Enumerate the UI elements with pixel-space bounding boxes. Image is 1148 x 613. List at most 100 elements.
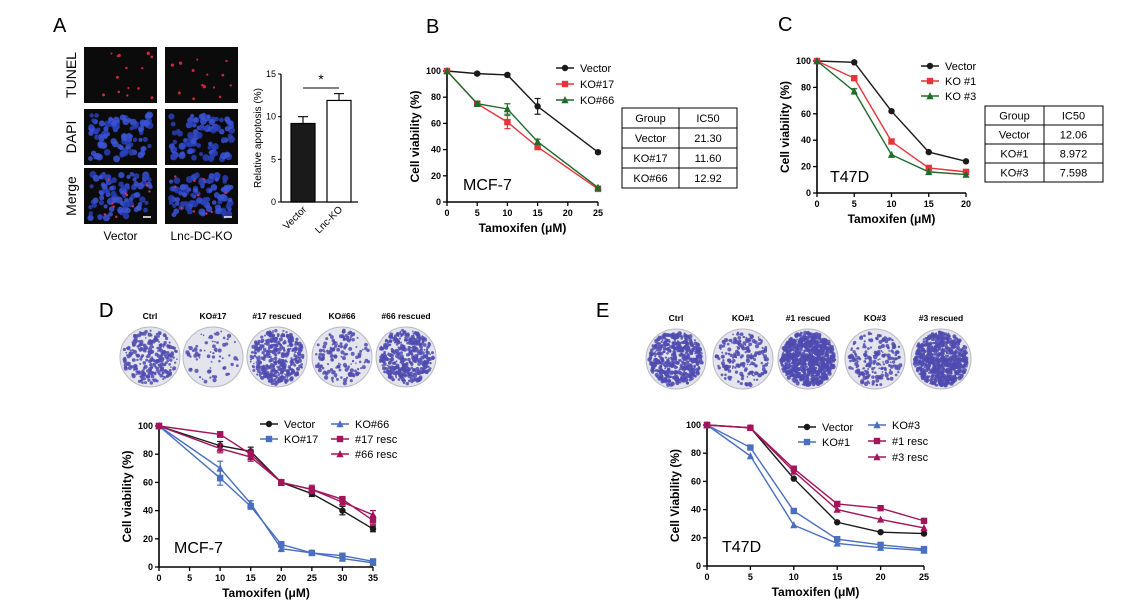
colony: [329, 335, 334, 339]
y-tick-label: 20: [801, 162, 811, 172]
colony: [167, 372, 172, 377]
nucleus: [168, 179, 174, 184]
colony: [947, 334, 950, 338]
colony: [880, 367, 883, 370]
colony: [864, 350, 868, 354]
colony: [698, 356, 703, 361]
colony: [793, 368, 797, 373]
colony: [130, 351, 134, 356]
colony: [212, 378, 217, 383]
colony: [879, 358, 881, 360]
colony: [216, 341, 219, 344]
colony: [686, 348, 690, 352]
tunel-signal: [178, 61, 183, 65]
colony: [935, 332, 938, 335]
colony: [882, 363, 886, 366]
colony: [409, 377, 414, 381]
colony: [670, 381, 675, 387]
colony: [349, 336, 352, 339]
colony: [755, 378, 759, 381]
colony: [134, 334, 139, 338]
colony: [723, 342, 726, 346]
colony: [870, 332, 873, 335]
data-point: [594, 183, 602, 191]
colony: [140, 331, 144, 336]
colony: [923, 366, 926, 369]
colony: [683, 344, 688, 349]
series--3-resc: [703, 421, 928, 532]
nucleus: [193, 172, 200, 179]
colony: [663, 344, 667, 347]
nucleus: [88, 204, 93, 210]
nucleus: [180, 201, 186, 207]
colony: [381, 364, 384, 367]
colony: [930, 350, 933, 353]
colony: [830, 367, 833, 370]
colony: [751, 371, 754, 374]
data-point: [920, 517, 928, 525]
nucleus: [135, 205, 141, 211]
colony: [282, 362, 287, 368]
nucleus: [220, 209, 227, 216]
colony: [792, 360, 796, 364]
colony: [390, 335, 394, 339]
colony: [718, 347, 721, 349]
x-tick-label: 0: [444, 208, 449, 218]
x-tick-label: 30: [337, 573, 347, 583]
colony: [408, 350, 413, 355]
colony: [724, 373, 727, 377]
colony: [918, 346, 921, 349]
colony: [735, 339, 738, 342]
colony: [797, 381, 800, 384]
data-point: [474, 70, 481, 77]
nucleus: [91, 118, 96, 123]
nucleus: [172, 146, 178, 152]
colony: [300, 366, 303, 369]
colony: [688, 338, 693, 343]
colony: [695, 371, 700, 376]
colony: [949, 358, 952, 361]
colony: [149, 362, 153, 367]
colony: [198, 356, 201, 359]
colony: [938, 381, 942, 385]
micrograph-merge-lnc-dc-ko: [165, 168, 238, 224]
colony: [736, 346, 740, 350]
colony: [727, 369, 732, 373]
colony: [277, 373, 281, 377]
colony: [122, 357, 127, 362]
colony: [404, 333, 408, 337]
colony: [287, 345, 289, 347]
data-point: [887, 150, 896, 158]
colony: [329, 354, 334, 358]
colony: [852, 340, 857, 345]
y-tick-label: 80: [143, 449, 153, 459]
colony: [262, 374, 268, 379]
x-tick-label: 20: [563, 208, 573, 218]
colony: [142, 377, 146, 381]
colony: [222, 336, 226, 340]
tunel-signal: [192, 97, 196, 101]
colony: [763, 348, 768, 353]
nucleus: [220, 187, 225, 192]
colony: [426, 345, 430, 349]
colony: [263, 355, 267, 359]
colony: [852, 350, 856, 354]
plate-label: #1 rescued: [786, 313, 830, 323]
colony: [863, 353, 866, 356]
colony: [743, 368, 748, 372]
colony: [318, 357, 323, 361]
colony: [681, 369, 684, 371]
colony: [158, 343, 163, 348]
colony: [666, 333, 671, 337]
colony: [426, 351, 429, 354]
colony: [214, 340, 216, 343]
colony: [949, 365, 954, 370]
colony: [897, 355, 901, 359]
colony: [866, 362, 871, 367]
nucleus: [184, 204, 192, 211]
colony: [733, 352, 737, 356]
colony: [737, 364, 740, 367]
colony: [955, 371, 959, 376]
colony: [213, 332, 216, 335]
colony: [792, 349, 796, 352]
